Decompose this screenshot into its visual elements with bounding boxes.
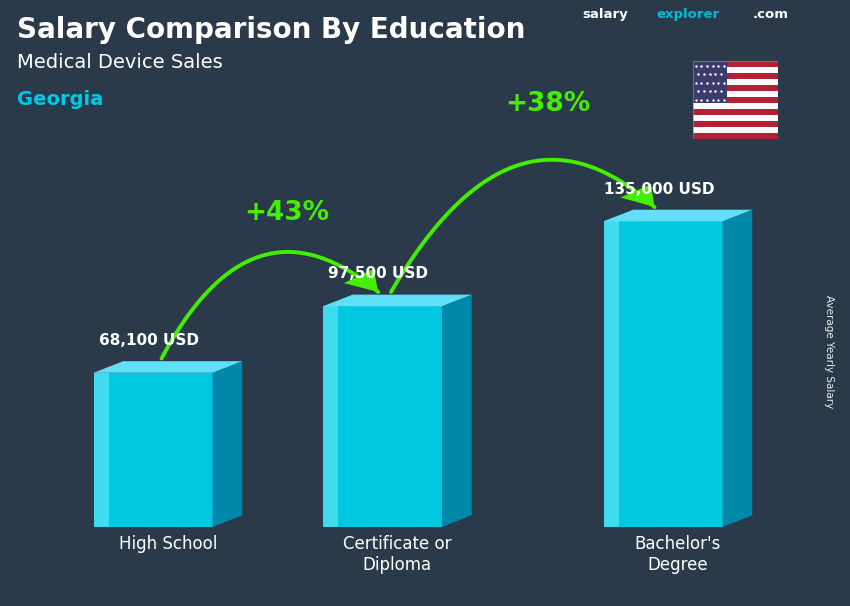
Text: 97,500 USD: 97,500 USD bbox=[328, 267, 428, 281]
Text: 135,000 USD: 135,000 USD bbox=[604, 182, 714, 196]
Text: Georgia: Georgia bbox=[17, 90, 103, 108]
Bar bbox=[693, 121, 778, 127]
Text: +38%: +38% bbox=[506, 92, 591, 118]
Text: .com: .com bbox=[752, 8, 788, 21]
Polygon shape bbox=[94, 373, 212, 527]
Bar bbox=[693, 133, 778, 139]
Polygon shape bbox=[323, 306, 442, 527]
Polygon shape bbox=[604, 210, 752, 221]
Polygon shape bbox=[442, 295, 472, 527]
Text: Salary Comparison By Education: Salary Comparison By Education bbox=[17, 16, 525, 44]
Bar bbox=[693, 61, 727, 103]
Polygon shape bbox=[343, 269, 378, 292]
Polygon shape bbox=[620, 184, 654, 207]
Bar bbox=[693, 73, 778, 79]
Bar bbox=[693, 103, 778, 109]
Text: explorer: explorer bbox=[656, 8, 719, 21]
Polygon shape bbox=[323, 306, 338, 527]
Text: High School: High School bbox=[119, 535, 217, 553]
Polygon shape bbox=[604, 221, 619, 527]
Polygon shape bbox=[94, 361, 242, 373]
Text: 68,100 USD: 68,100 USD bbox=[99, 333, 199, 348]
Polygon shape bbox=[94, 373, 109, 527]
Bar bbox=[693, 67, 778, 73]
Text: Medical Device Sales: Medical Device Sales bbox=[17, 53, 223, 72]
Polygon shape bbox=[722, 210, 752, 527]
Text: Bachelor's
Degree: Bachelor's Degree bbox=[635, 535, 721, 574]
Text: Average Yearly Salary: Average Yearly Salary bbox=[824, 295, 834, 408]
Bar bbox=[693, 115, 778, 121]
Bar bbox=[693, 127, 778, 133]
Polygon shape bbox=[323, 295, 472, 306]
Text: +43%: +43% bbox=[244, 200, 330, 226]
Polygon shape bbox=[604, 221, 722, 527]
Bar bbox=[693, 61, 778, 67]
Polygon shape bbox=[212, 361, 242, 527]
Bar bbox=[693, 79, 778, 85]
Text: Certificate or
Diploma: Certificate or Diploma bbox=[343, 535, 451, 574]
Bar bbox=[693, 85, 778, 91]
Bar bbox=[693, 109, 778, 115]
Bar bbox=[693, 91, 778, 97]
Bar bbox=[693, 97, 778, 103]
Text: salary: salary bbox=[582, 8, 628, 21]
